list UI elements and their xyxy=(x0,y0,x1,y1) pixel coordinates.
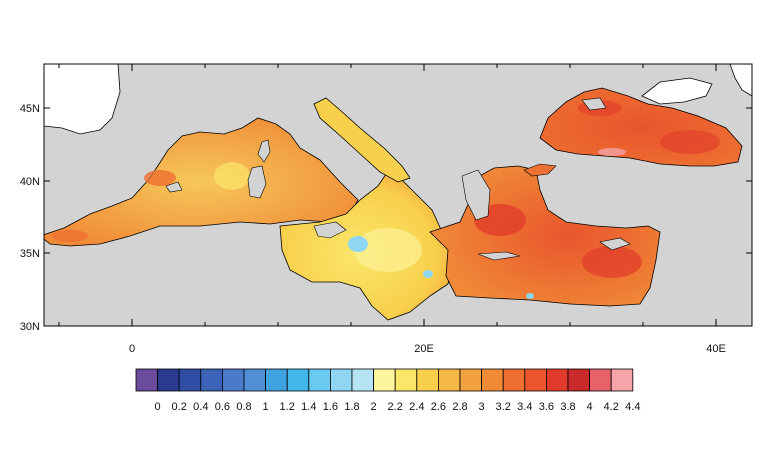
colorbar: 0 0.2 0.4 0.6 0.8 1 1.2 1.4 1.6 1.8 2 2.2 2.4 2.6 2.8 3… xyxy=(135,368,640,413)
colorbar-label: 2.6 xyxy=(431,401,446,413)
hotspot-levantine xyxy=(582,246,642,278)
longitude-ticks xyxy=(131,64,717,326)
colorbar-swatch xyxy=(329,368,353,392)
colorbar-label: 3.4 xyxy=(517,401,532,413)
colorbar-swatch xyxy=(243,368,267,392)
colorbar-label: 1.6 xyxy=(323,401,338,413)
lat-label-40n: 40N xyxy=(20,176,40,188)
colorbar-swatch xyxy=(546,368,569,392)
colorbar-swatch xyxy=(459,368,483,392)
colorbar-label: 3.8 xyxy=(560,401,575,413)
lon-label-40e: 40E xyxy=(706,343,726,355)
colorbar-label: 0 xyxy=(155,401,161,413)
colorbar-swatch xyxy=(286,368,310,392)
colorbar-label: 1.8 xyxy=(344,401,359,413)
colorbar-swatch xyxy=(351,368,375,392)
colorbar-label: 4.2 xyxy=(604,401,619,413)
lon-label-20e: 20E xyxy=(414,343,434,355)
colorbar-swatch xyxy=(437,368,461,392)
colorbar-swatch xyxy=(200,368,223,392)
cool-patch-sicily-channel xyxy=(348,236,368,252)
colorbar-label: 1.4 xyxy=(301,401,316,413)
minor-ticks xyxy=(58,64,644,326)
colorbar-label: 0.8 xyxy=(236,401,251,413)
cool-patch-ionian xyxy=(423,270,433,278)
island-corsica xyxy=(257,139,271,163)
island-cyprus xyxy=(599,237,631,251)
map-frame xyxy=(43,63,753,327)
lat-label-45n: 45N xyxy=(20,103,40,115)
colorbar-swatch xyxy=(265,368,288,392)
colorbar-swatch xyxy=(157,368,180,392)
colorbar-label: 2.2 xyxy=(388,401,403,413)
colorbar-swatch xyxy=(373,368,396,392)
colorbar-label: 3.6 xyxy=(539,401,554,413)
atlantic-blank-region xyxy=(44,64,121,135)
colorbar-label: 4 xyxy=(587,401,593,413)
map-plot-area xyxy=(44,64,752,326)
lat-label-30n: 30N xyxy=(20,321,40,333)
sea-of-marmara xyxy=(523,163,557,177)
hotspot-alboran xyxy=(52,230,88,242)
adriatic-sea xyxy=(313,97,411,183)
colorbar-label: 2.8 xyxy=(452,401,467,413)
colorbar-label: 1 xyxy=(263,401,269,413)
colorbar-label: 4.4 xyxy=(625,401,640,413)
colorbar-swatch xyxy=(416,368,439,392)
colorbar-label: 2 xyxy=(371,401,377,413)
caspian-blank-region xyxy=(641,77,713,105)
cool-patch-libya xyxy=(526,293,534,299)
colorbar-swatch xyxy=(524,368,547,392)
hotspot-black-sea-east xyxy=(660,130,720,154)
colorbar-swatch xyxy=(502,368,526,392)
yellow-patch-ionian xyxy=(354,228,422,272)
colorbar-label: 3.2 xyxy=(496,401,511,413)
lat-label-35n: 35N xyxy=(20,248,40,260)
colorbar-swatch xyxy=(135,368,159,392)
colorbar-swatch xyxy=(610,368,634,392)
colorbar-swatch xyxy=(178,368,202,392)
colorbar-swatch xyxy=(308,368,331,392)
yellow-patch-sardinia xyxy=(214,162,250,190)
colorbar-label: 3 xyxy=(479,401,485,413)
colorbar-swatch xyxy=(221,368,245,392)
colorbar-label: 2.4 xyxy=(409,401,424,413)
island-crete xyxy=(477,251,521,261)
colorbar-label: 0.6 xyxy=(215,401,230,413)
ne-blank-region xyxy=(729,64,752,97)
latitude-ticks xyxy=(44,107,752,327)
island-sardinia xyxy=(247,165,267,199)
peninsula-greece xyxy=(461,169,491,221)
lon-label-0: 0 xyxy=(129,343,135,355)
colorbar-label: 0.2 xyxy=(172,401,187,413)
colorbar-swatch xyxy=(589,368,612,392)
hotspot-gulf-of-lion xyxy=(144,170,176,186)
island-balearic xyxy=(165,181,183,193)
peninsula-crimea xyxy=(581,97,607,111)
colorbar-label: 0.4 xyxy=(193,401,208,413)
colorbar-swatch xyxy=(567,368,591,392)
island-sicily xyxy=(313,221,347,239)
colorbar-swatch xyxy=(481,368,504,392)
colorbar-label: 1.2 xyxy=(280,401,295,413)
pink-patch-black-sea xyxy=(598,148,626,156)
colorbar-swatch xyxy=(394,368,418,392)
